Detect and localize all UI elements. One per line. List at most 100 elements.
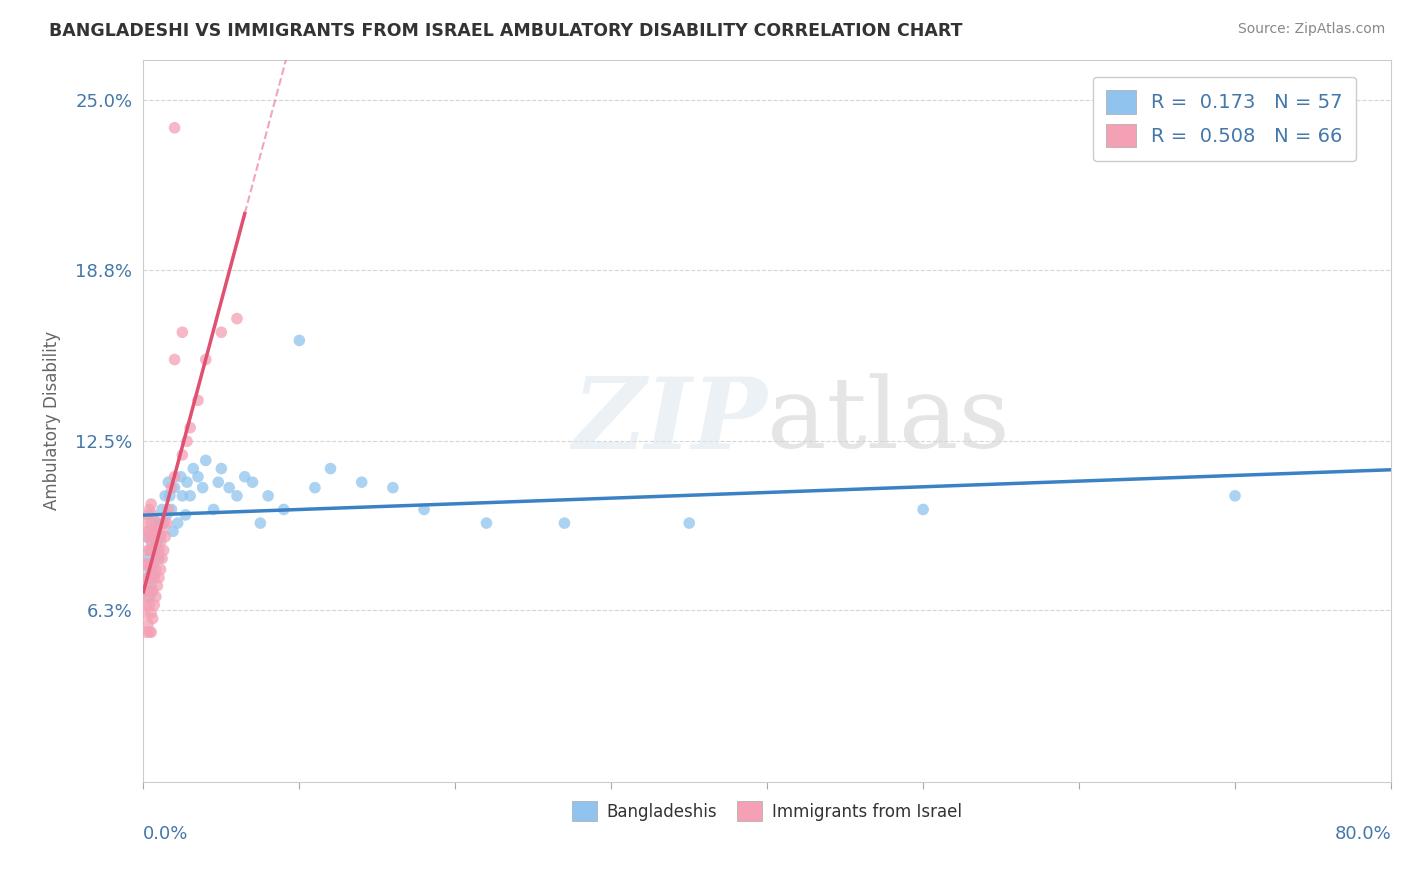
Point bbox=[163, 469, 186, 483]
Point bbox=[143, 524, 166, 539]
Point bbox=[149, 535, 172, 549]
Point bbox=[141, 535, 163, 549]
Point bbox=[136, 508, 159, 522]
Point bbox=[172, 448, 194, 462]
Text: 80.0%: 80.0% bbox=[1334, 825, 1391, 844]
Point bbox=[288, 334, 311, 348]
Legend: Bangladeshis, Immigrants from Israel: Bangladeshis, Immigrants from Israel bbox=[565, 794, 969, 828]
Point bbox=[149, 562, 172, 576]
Point bbox=[319, 461, 342, 475]
Point bbox=[149, 530, 172, 544]
Point bbox=[218, 481, 240, 495]
Point bbox=[135, 516, 157, 530]
Point bbox=[176, 434, 198, 449]
Text: 0.0%: 0.0% bbox=[143, 825, 188, 844]
Point bbox=[145, 516, 167, 530]
Point bbox=[912, 502, 935, 516]
Point bbox=[226, 489, 249, 503]
Point bbox=[146, 579, 169, 593]
Point bbox=[194, 352, 217, 367]
Point bbox=[138, 571, 160, 585]
Point bbox=[413, 502, 436, 516]
Point bbox=[148, 551, 170, 566]
Point bbox=[475, 516, 498, 530]
Point bbox=[136, 590, 159, 604]
Point bbox=[142, 557, 165, 571]
Point bbox=[181, 461, 204, 475]
Point bbox=[148, 516, 170, 530]
Point bbox=[142, 584, 165, 599]
Point bbox=[156, 516, 179, 530]
Point bbox=[209, 325, 232, 339]
Point bbox=[159, 489, 181, 503]
Point bbox=[172, 325, 194, 339]
Point bbox=[135, 625, 157, 640]
Point bbox=[678, 516, 700, 530]
Point bbox=[1223, 489, 1246, 503]
Point bbox=[273, 502, 295, 516]
Point bbox=[145, 535, 167, 549]
Point bbox=[135, 530, 157, 544]
Point bbox=[138, 625, 160, 640]
Point bbox=[142, 557, 165, 571]
Point bbox=[143, 568, 166, 582]
Point bbox=[209, 461, 232, 475]
Point bbox=[191, 481, 214, 495]
Point bbox=[233, 469, 256, 483]
Point bbox=[146, 524, 169, 539]
Point bbox=[156, 508, 179, 522]
Point bbox=[143, 543, 166, 558]
Point bbox=[163, 481, 186, 495]
Point bbox=[138, 598, 160, 612]
Point bbox=[152, 543, 174, 558]
Point bbox=[141, 606, 163, 620]
Point bbox=[153, 530, 176, 544]
Point bbox=[350, 475, 373, 490]
Point bbox=[136, 571, 159, 585]
Point bbox=[135, 598, 157, 612]
Point bbox=[141, 543, 163, 558]
Point bbox=[136, 571, 159, 585]
Point bbox=[138, 502, 160, 516]
Point bbox=[172, 489, 194, 503]
Point bbox=[143, 524, 166, 539]
Point bbox=[145, 562, 167, 576]
Point bbox=[160, 481, 183, 495]
Point bbox=[160, 502, 183, 516]
Text: BANGLADESHI VS IMMIGRANTS FROM ISRAEL AMBULATORY DISABILITY CORRELATION CHART: BANGLADESHI VS IMMIGRANTS FROM ISRAEL AM… bbox=[49, 22, 963, 40]
Point bbox=[141, 579, 163, 593]
Point bbox=[194, 453, 217, 467]
Point bbox=[179, 489, 201, 503]
Point bbox=[138, 590, 160, 604]
Point bbox=[148, 516, 170, 530]
Point bbox=[148, 543, 170, 558]
Point bbox=[145, 543, 167, 558]
Point bbox=[179, 420, 201, 434]
Point bbox=[145, 590, 167, 604]
Point bbox=[148, 571, 170, 585]
Point bbox=[152, 516, 174, 530]
Point bbox=[142, 611, 165, 625]
Point bbox=[143, 598, 166, 612]
Point bbox=[166, 516, 188, 530]
Point bbox=[134, 606, 156, 620]
Point bbox=[304, 481, 326, 495]
Point bbox=[141, 584, 163, 599]
Point bbox=[157, 475, 180, 490]
Point bbox=[553, 516, 575, 530]
Point bbox=[143, 571, 166, 585]
Point bbox=[134, 557, 156, 571]
Point bbox=[153, 489, 176, 503]
Point bbox=[150, 524, 173, 539]
Point bbox=[242, 475, 264, 490]
Point bbox=[136, 551, 159, 566]
Point bbox=[257, 489, 280, 503]
Text: atlas: atlas bbox=[768, 373, 1010, 469]
Point bbox=[207, 475, 229, 490]
Point bbox=[226, 311, 249, 326]
Point bbox=[138, 524, 160, 539]
Point bbox=[138, 562, 160, 576]
Point bbox=[163, 352, 186, 367]
Point bbox=[134, 584, 156, 599]
Point bbox=[141, 562, 163, 576]
